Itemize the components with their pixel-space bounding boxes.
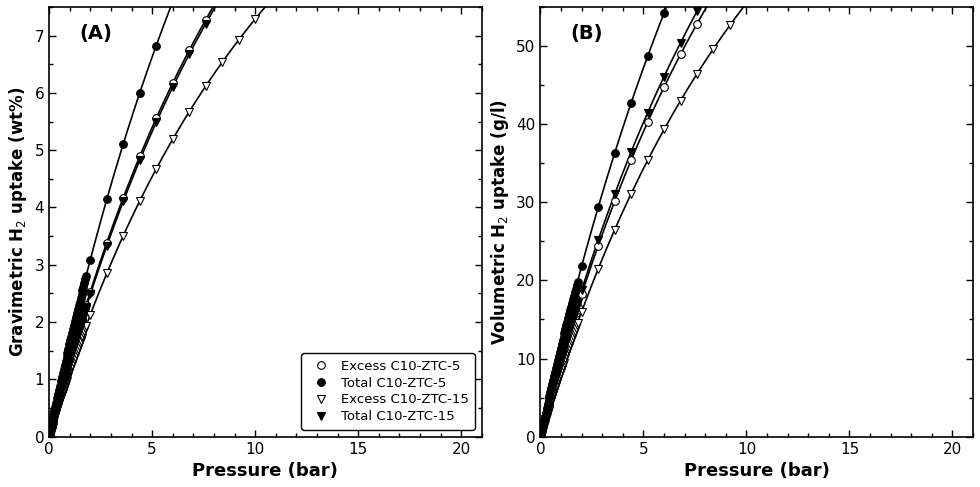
Excess C10-ZTC-15	[592, 266, 604, 272]
Total C10-ZTC-5	[84, 257, 96, 262]
Line: Excess C10-ZTC-5: Excess C10-ZTC-5	[537, 0, 964, 438]
Total C10-ZTC-5	[101, 196, 113, 202]
Y-axis label: Volumetric H$_2$ uptake (g/l): Volumetric H$_2$ uptake (g/l)	[489, 99, 511, 345]
Total C10-ZTC-15	[73, 328, 84, 334]
Line: Total C10-ZTC-15: Total C10-ZTC-15	[46, 0, 473, 438]
X-axis label: Pressure (bar): Pressure (bar)	[684, 462, 830, 480]
Excess C10-ZTC-15	[564, 341, 576, 347]
Excess C10-ZTC-5	[564, 328, 576, 334]
Excess C10-ZTC-15	[535, 431, 547, 437]
Total C10-ZTC-15	[51, 403, 63, 409]
Total C10-ZTC-5	[76, 287, 88, 293]
Total C10-ZTC-15	[44, 431, 56, 437]
Total C10-ZTC-15	[576, 287, 588, 293]
Total C10-ZTC-5	[543, 397, 555, 403]
Total C10-ZTC-5	[535, 431, 547, 437]
Total C10-ZTC-15	[543, 402, 555, 408]
Total C10-ZTC-15	[84, 292, 96, 298]
Excess C10-ZTC-15	[543, 407, 555, 412]
Excess C10-ZTC-15	[51, 407, 63, 413]
Excess C10-ZTC-5	[44, 431, 56, 437]
Excess C10-ZTC-5	[76, 314, 88, 319]
Excess C10-ZTC-15	[69, 356, 80, 362]
Total C10-ZTC-5	[73, 302, 84, 308]
Total C10-ZTC-5	[560, 326, 571, 332]
Total C10-ZTC-15	[535, 431, 547, 437]
Excess C10-ZTC-5	[73, 326, 84, 332]
Excess C10-ZTC-5	[576, 292, 588, 298]
Total C10-ZTC-5	[51, 395, 63, 401]
Total C10-ZTC-5	[69, 322, 80, 328]
Excess C10-ZTC-5	[51, 402, 63, 408]
Excess C10-ZTC-15	[44, 431, 56, 437]
Total C10-ZTC-15	[69, 344, 80, 350]
Total C10-ZTC-5	[576, 263, 588, 269]
Line: Excess C10-ZTC-15: Excess C10-ZTC-15	[46, 0, 473, 438]
Excess C10-ZTC-15	[568, 330, 580, 336]
Total C10-ZTC-5	[568, 293, 580, 299]
Excess C10-ZTC-5	[543, 403, 555, 409]
Line: Excess C10-ZTC-15: Excess C10-ZTC-15	[537, 0, 964, 438]
Excess C10-ZTC-5	[592, 243, 604, 249]
X-axis label: Pressure (bar): Pressure (bar)	[192, 462, 338, 480]
Line: Excess C10-ZTC-5: Excess C10-ZTC-5	[46, 0, 473, 438]
Excess C10-ZTC-15	[73, 343, 84, 349]
Total C10-ZTC-15	[592, 237, 604, 243]
Excess C10-ZTC-5	[535, 431, 547, 437]
Line: Total C10-ZTC-5: Total C10-ZTC-5	[46, 0, 473, 437]
Total C10-ZTC-15	[101, 243, 113, 249]
Excess C10-ZTC-5	[69, 342, 80, 348]
Line: Total C10-ZTC-5: Total C10-ZTC-5	[537, 0, 964, 438]
Total C10-ZTC-5	[44, 431, 56, 436]
Total C10-ZTC-15	[568, 313, 580, 318]
Line: Total C10-ZTC-15: Total C10-ZTC-15	[537, 0, 964, 438]
Total C10-ZTC-5	[564, 307, 576, 313]
Excess C10-ZTC-15	[560, 355, 571, 360]
Total C10-ZTC-15	[564, 325, 576, 331]
Total C10-ZTC-15	[76, 316, 88, 322]
Excess C10-ZTC-15	[576, 309, 588, 315]
Excess C10-ZTC-5	[568, 316, 580, 322]
Excess C10-ZTC-15	[76, 333, 88, 338]
Excess C10-ZTC-5	[101, 240, 113, 245]
Excess C10-ZTC-5	[560, 344, 571, 350]
Total C10-ZTC-15	[560, 341, 571, 347]
Text: (B): (B)	[570, 24, 604, 43]
Text: (A): (A)	[79, 24, 113, 43]
Total C10-ZTC-5	[592, 205, 604, 210]
Y-axis label: Gravimetric H$_2$ uptake (wt%): Gravimetric H$_2$ uptake (wt%)	[7, 87, 29, 357]
Excess C10-ZTC-15	[84, 312, 96, 318]
Excess C10-ZTC-15	[101, 270, 113, 276]
Excess C10-ZTC-5	[84, 289, 96, 295]
Legend: Excess C10-ZTC-5, Total C10-ZTC-5, Excess C10-ZTC-15, Total C10-ZTC-15: Excess C10-ZTC-5, Total C10-ZTC-5, Exces…	[301, 353, 475, 430]
